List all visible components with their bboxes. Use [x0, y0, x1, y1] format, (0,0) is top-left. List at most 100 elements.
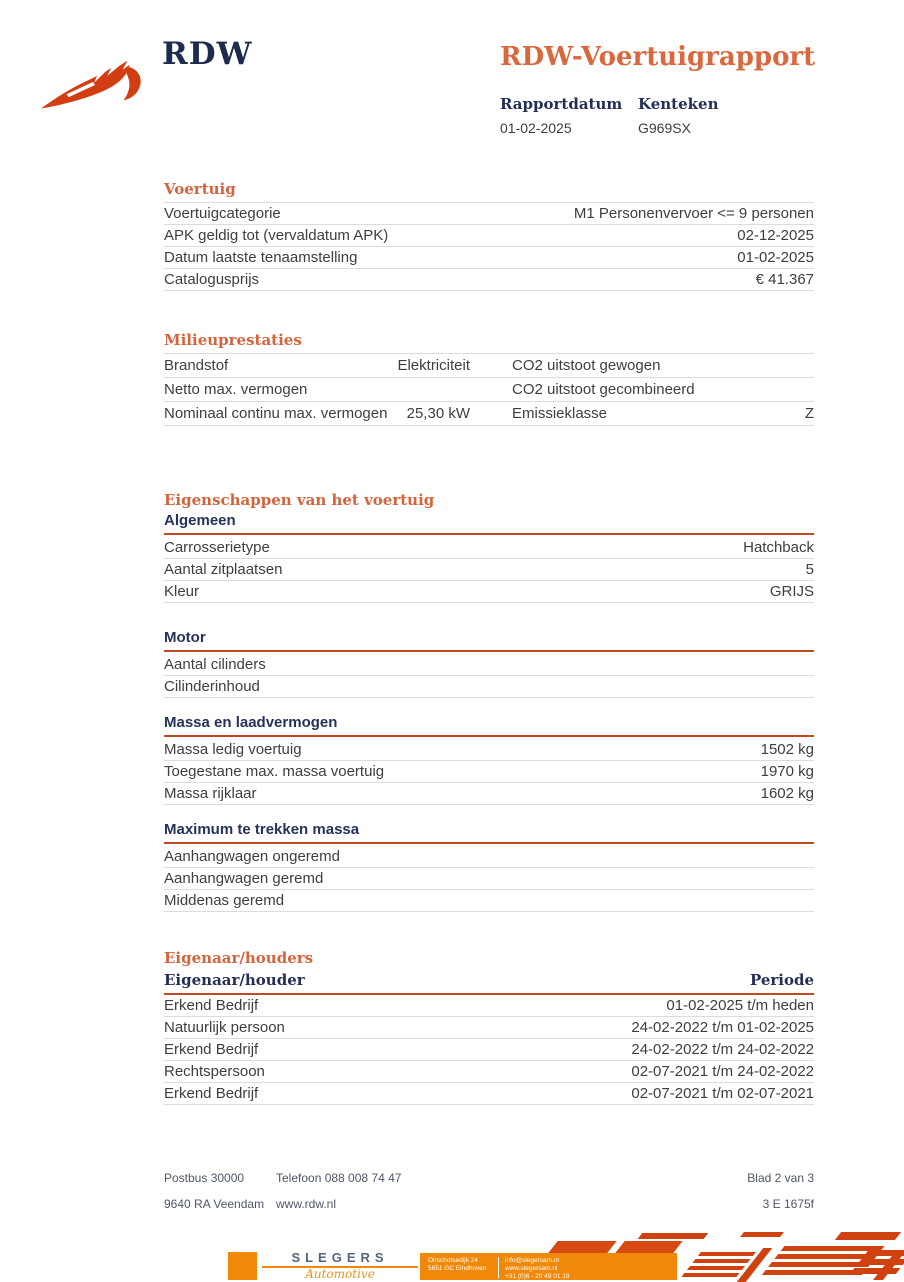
algemeen-table: Carrosserietype Hatchback Aantal zitplaa… [164, 537, 814, 603]
row-value: 5 [805, 561, 814, 578]
footer-doc-code: 3 E 1675f [762, 1197, 814, 1211]
slegers-logo-text: SLEGERS [291, 1250, 389, 1265]
banner-address: Oirschotsedijk 24 5651 GC Eindhoven [428, 1257, 498, 1280]
row-value: GRIJS [769, 583, 814, 600]
row-label: Netto max. vermogen [164, 381, 308, 398]
slegers-logo: SLEGERS Automotive [262, 1251, 418, 1281]
table-row: Brandstof Elektriciteit CO2 uitstoot gew… [164, 354, 814, 378]
page-footer: Postbus 30000 Telefoon 088 008 74 47 Bla… [164, 1171, 814, 1223]
row-value: 1602 kg [760, 785, 814, 802]
period-cell: 24-02-2022 t/m 01-02-2025 [631, 1019, 814, 1036]
row-label: Emissieklasse [512, 405, 608, 422]
table-row: Carrosserietype Hatchback [164, 537, 814, 559]
license-plate-value: G969SX [638, 120, 691, 136]
section-milieuprestaties: Milieuprestaties Brandstof Elektriciteit… [164, 331, 814, 426]
row-value: M1 Personenvervoer <= 9 personen [573, 205, 814, 222]
period-cell: 02-07-2021 t/m 24-02-2022 [631, 1063, 814, 1080]
banner-contact-details: info@slegersam.nl www.slegersam.nl +31 (… [505, 1257, 677, 1280]
section-heading: Voertuig [164, 180, 236, 198]
row-label: Datum laatste tenaamstelling [164, 249, 358, 266]
banner-address-line1: Oirschotsedijk 24 [428, 1257, 478, 1264]
rdw-logo-text: RDW [162, 36, 253, 72]
footer-phone: Telefoon 088 008 74 47 [276, 1171, 402, 1185]
subsection-algemeen: Algemeen Carrosserietype Hatchback Aanta… [164, 513, 814, 603]
row-label: Aantal zitplaatsen [164, 561, 283, 578]
owner-cell: Natuurlijk persoon [164, 1019, 285, 1036]
section-heading: Eigenschappen van het voertuig [164, 491, 435, 509]
banner-email: info@slegersam.nl [505, 1257, 559, 1264]
row-label: Brandstof [164, 357, 229, 374]
row-label: Massa ledig voertuig [164, 741, 302, 758]
table-row: Massa rijklaar 1602 kg [164, 783, 814, 805]
subsection-massa: Massa en laadvermogen Massa ledig voertu… [164, 715, 814, 805]
table-row: Aanhangwagen ongeremd [164, 846, 814, 868]
footer-website: www.rdw.nl [276, 1197, 337, 1211]
column-period: Periode [749, 971, 814, 989]
section-heading: Eigenaar/houders [164, 949, 314, 967]
owner-cell: Rechtspersoon [164, 1063, 265, 1080]
row-value: € 41.367 [755, 271, 814, 288]
period-cell: 24-02-2022 t/m 24-02-2022 [631, 1041, 814, 1058]
table-row: Datum laatste tenaamstelling 01-02-2025 [164, 247, 814, 269]
milieu-table: Brandstof Elektriciteit CO2 uitstoot gew… [164, 353, 814, 426]
rdw-feather-logo-icon [38, 52, 152, 112]
subsection-trekken: Maximum te trekken massa Aanhangwagen on… [164, 822, 814, 912]
report-date-label: Rapportdatum [500, 95, 623, 113]
table-row: Erkend Bedrijf 01-02-2025 t/m heden [164, 995, 814, 1017]
row-label: Nominaal continu max. vermogen [164, 405, 388, 422]
voertuig-table: Voertuigcategorie M1 Personenvervoer <= … [164, 202, 814, 291]
period-cell: 01-02-2025 t/m heden [666, 997, 814, 1014]
table-row: Erkend Bedrijf 24-02-2022 t/m 24-02-2022 [164, 1039, 814, 1061]
table-row: Cilinderinhoud [164, 676, 814, 698]
row-label: Toegestane max. massa voertuig [164, 763, 385, 780]
table-row: Aantal cilinders [164, 654, 814, 676]
subsection-heading: Massa en laadvermogen [164, 715, 814, 737]
page-title: RDW-Voertuigrapport [500, 42, 816, 72]
row-value: 01-02-2025 [737, 249, 814, 266]
massa-table: Massa ledig voertuig 1502 kg Toegestane … [164, 739, 814, 805]
row-label: Voertuigcategorie [164, 205, 281, 222]
row-value: 1502 kg [760, 741, 814, 758]
row-label: Aanhangwagen geremd [164, 870, 324, 887]
banner-orange-square [228, 1252, 257, 1280]
row-label: Carrosserietype [164, 539, 270, 556]
table-row: Aanhangwagen geremd [164, 868, 814, 890]
row-label: Cilinderinhoud [164, 678, 260, 695]
table-row: Netto max. vermogen CO2 uitstoot gecombi… [164, 378, 814, 402]
row-value: Z [804, 405, 814, 422]
table-row: Natuurlijk persoon 24-02-2022 t/m 01-02-… [164, 1017, 814, 1039]
row-label: Catalogusprijs [164, 271, 260, 288]
trekken-table: Aanhangwagen ongeremd Aanhangwagen gerem… [164, 846, 814, 912]
row-label: Kleur [164, 583, 200, 600]
owner-cell: Erkend Bedrijf [164, 997, 259, 1014]
report-date-value: 01-02-2025 [500, 120, 572, 136]
owners-table-header: Eigenaar/houder Periode [164, 971, 814, 995]
section-eigenschappen-heading: Eigenschappen van het voertuig [164, 491, 814, 509]
table-row: Erkend Bedrijf 02-07-2021 t/m 02-07-2021 [164, 1083, 814, 1105]
banner-website: www.slegersam.nl [505, 1265, 558, 1272]
banner-contact-box: Oirschotsedijk 24 5651 GC Eindhoven info… [420, 1253, 677, 1280]
row-value: Elektriciteit [397, 357, 470, 374]
table-row: APK geldig tot (vervaldatum APK) 02-12-2… [164, 225, 814, 247]
row-label: Aantal cilinders [164, 656, 266, 673]
row-label: CO2 uitstoot gewogen [512, 357, 661, 374]
license-plate-label: Kenteken [638, 95, 719, 113]
row-value: 25,30 kW [406, 405, 470, 422]
report-date-block: Rapportdatum 01-02-2025 [500, 95, 622, 136]
row-value: 1970 kg [760, 763, 814, 780]
slegers-logo-underline [262, 1266, 418, 1268]
row-label: APK geldig tot (vervaldatum APK) [164, 227, 389, 244]
license-plate-block: Kenteken G969SX [638, 95, 718, 136]
table-row: Toegestane max. massa voertuig 1970 kg [164, 761, 814, 783]
owners-table: Erkend Bedrijf 01-02-2025 t/m heden Natu… [164, 995, 814, 1105]
subsection-heading: Motor [164, 630, 814, 652]
table-row: Catalogusprijs € 41.367 [164, 269, 814, 291]
banner-phone: +31 (0)6 - 20 49 01 19 [505, 1273, 570, 1280]
period-cell: 02-07-2021 t/m 02-07-2021 [631, 1085, 814, 1102]
table-row: Rechtspersoon 02-07-2021 t/m 24-02-2022 [164, 1061, 814, 1083]
owner-cell: Erkend Bedrijf [164, 1085, 259, 1102]
banner-address-line2: 5651 GC Eindhoven [428, 1265, 487, 1272]
slegers-logo-subtext: Automotive [305, 1267, 375, 1281]
footer-address-line1: Postbus 30000 [164, 1171, 245, 1185]
table-row: Middenas geremd [164, 890, 814, 912]
